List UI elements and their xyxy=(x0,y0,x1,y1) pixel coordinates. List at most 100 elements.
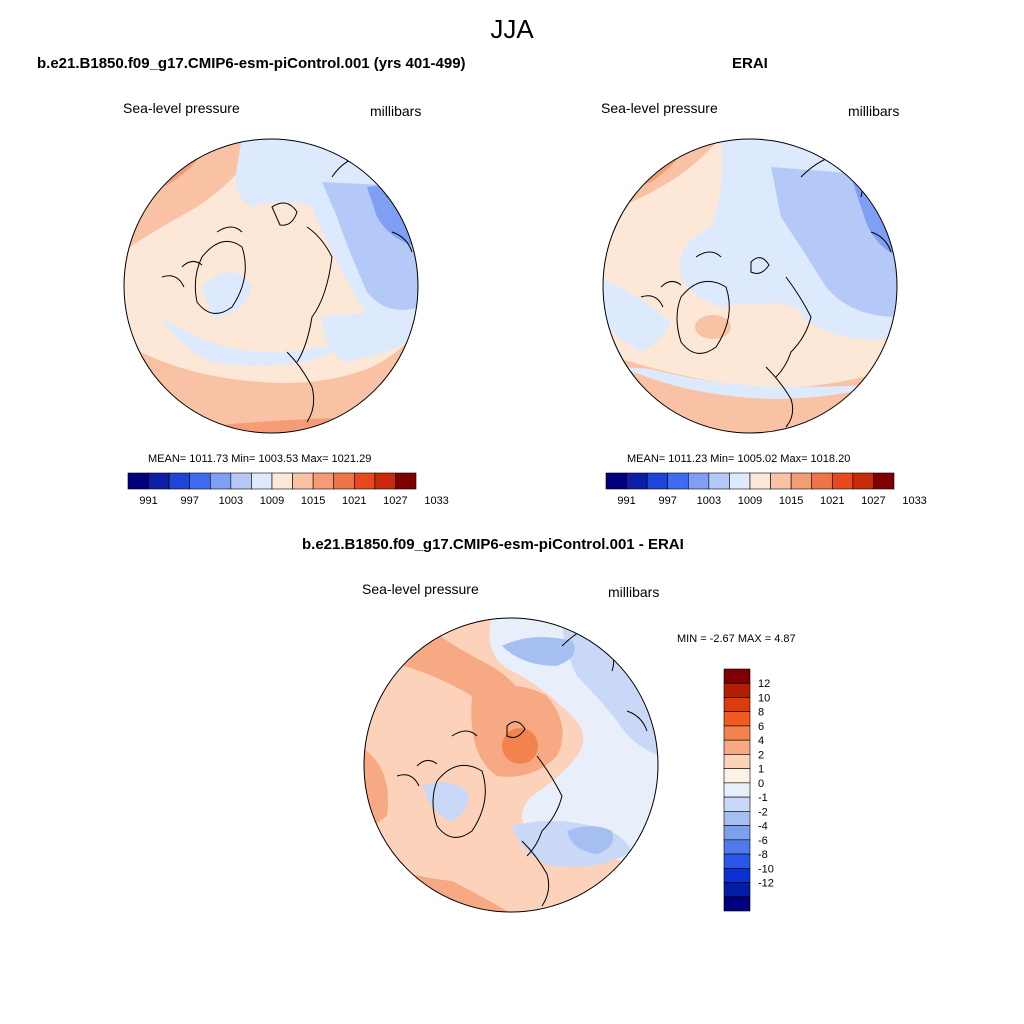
colorbar-swatch xyxy=(209,472,232,490)
colorbar-tick-label: -8 xyxy=(758,849,768,861)
colorbar-tick-label: -6 xyxy=(758,835,768,847)
colorbar-swatch xyxy=(353,472,376,490)
colorbar-tick-label: 1021 xyxy=(820,495,844,507)
colorbar-swatch xyxy=(723,811,751,826)
colorbar-tick-label: 12 xyxy=(758,678,770,690)
map-outline xyxy=(123,138,419,434)
colorbar-swatch xyxy=(626,472,648,490)
diff-polar-map xyxy=(363,617,659,913)
diff-units-label: millibars xyxy=(608,584,660,600)
colorbar-tick-label: 991 xyxy=(617,495,635,507)
model-panel-title: b.e21.B1850.f09_g17.CMIP6-esm-piControl.… xyxy=(37,55,466,72)
colorbar-swatch xyxy=(292,472,314,490)
contour-region xyxy=(202,272,252,317)
colorbar-tick-label: 8 xyxy=(758,707,764,719)
colorbar-swatch xyxy=(723,668,751,684)
colorbar-swatch xyxy=(395,472,417,490)
colorbar-tick-label: 1 xyxy=(758,764,764,776)
obs-units-label: millibars xyxy=(848,103,900,119)
contour-region xyxy=(162,317,372,366)
colorbar-tick-label: 4 xyxy=(758,735,764,747)
colorbar-tick-label: 6 xyxy=(758,721,764,733)
contour-region xyxy=(502,637,575,666)
colorbar-tick-label: 1027 xyxy=(383,495,407,507)
colorbar-swatch xyxy=(708,472,730,490)
colorbar-swatch xyxy=(312,472,335,490)
obs-left-label: Sea-level pressure xyxy=(601,100,718,116)
colorbar-swatch xyxy=(852,472,874,490)
colorbar-swatch xyxy=(723,796,751,812)
colorbar-swatch xyxy=(723,882,751,898)
colorbar-tick-label: 1027 xyxy=(861,495,885,507)
colorbar-swatch xyxy=(667,472,689,490)
colorbar-tick-label: 1021 xyxy=(342,495,366,507)
contour-region xyxy=(751,303,804,352)
colorbar-tick-label: 991 xyxy=(139,495,157,507)
colorbar-swatch xyxy=(230,472,252,490)
colorbar-tick-label: 1009 xyxy=(260,495,284,507)
colorbar-swatch xyxy=(723,825,751,841)
colorbar-tick-label: -4 xyxy=(758,821,768,833)
colorbar-swatch xyxy=(333,472,355,490)
contour-region xyxy=(695,315,731,339)
colorbar-swatch xyxy=(723,682,751,698)
colorbar-tick-label: 1003 xyxy=(697,495,721,507)
colorbar-swatch xyxy=(723,896,751,912)
colorbar-tick-label: 2 xyxy=(758,749,764,761)
figure-title: JJA xyxy=(490,14,534,44)
colorbar-swatch xyxy=(770,472,792,490)
colorbar-swatch xyxy=(189,472,211,490)
contour-region xyxy=(567,826,613,854)
colorbar-swatch xyxy=(723,782,751,798)
colorbar-swatch xyxy=(251,472,273,490)
colorbar-tick-label: 997 xyxy=(659,495,677,507)
colorbar-swatch xyxy=(723,739,751,755)
colorbar-tick-label: 0 xyxy=(758,778,764,790)
colorbar-swatch xyxy=(723,839,751,855)
colorbar-swatch xyxy=(168,472,191,490)
diff-left-label: Sea-level pressure xyxy=(362,581,479,597)
obs-polar-map xyxy=(602,138,898,434)
model-left-label: Sea-level pressure xyxy=(123,100,240,116)
obs-stats: MEAN= 1011.23 Min= 1005.02 Max= 1018.20 xyxy=(627,453,851,465)
colorbar-tick-label: 10 xyxy=(758,692,770,704)
colorbar-swatch xyxy=(723,697,751,713)
coastlines xyxy=(640,156,892,428)
colorbar-swatch xyxy=(723,725,751,741)
map-outline xyxy=(602,138,898,434)
colorbar-swatch xyxy=(148,472,170,490)
colorbar-tick-label: 1009 xyxy=(738,495,762,507)
colorbar-swatch xyxy=(811,472,833,490)
obs-colorbar: 991 997 1003 1009 1015 1021 1027 1033 xyxy=(605,472,927,507)
colorbar-swatch xyxy=(873,472,895,490)
diff-stats: MIN = -2.67 MAX = 4.87 xyxy=(677,633,796,645)
colorbar-tick-label: -1 xyxy=(758,792,768,804)
colorbar-swatch xyxy=(723,768,751,784)
colorbar-swatch xyxy=(729,472,751,490)
colorbar-swatch xyxy=(790,472,813,490)
colorbar-tick-label: 1015 xyxy=(779,495,803,507)
colorbar-tick-label: 1033 xyxy=(424,495,448,507)
colorbar-swatch xyxy=(127,472,149,490)
contour-region xyxy=(124,327,418,433)
colorbar-tick-label: -2 xyxy=(758,806,768,818)
colorbar-tick-label: -12 xyxy=(758,878,774,890)
colorbar-swatch xyxy=(723,754,751,769)
colorbar-swatch xyxy=(374,472,396,490)
colorbar-swatch xyxy=(271,472,293,490)
colorbar-swatch xyxy=(723,853,751,869)
colorbar-swatch xyxy=(723,867,751,883)
colorbar-tick-label: -10 xyxy=(758,863,774,875)
colorbar-swatch xyxy=(749,472,771,490)
map-outline xyxy=(363,617,659,913)
diff-panel-title: b.e21.B1850.f09_g17.CMIP6-esm-piControl.… xyxy=(302,536,684,553)
model-stats: MEAN= 1011.73 Min= 1003.53 Max= 1021.29 xyxy=(148,453,372,465)
contour-region xyxy=(621,367,881,399)
contour-region xyxy=(322,312,418,362)
contour-region xyxy=(603,277,671,352)
colorbar-swatch xyxy=(831,472,854,490)
model-polar-map xyxy=(123,138,419,434)
colorbar-swatch xyxy=(687,472,710,490)
obs-panel-title: ERAI xyxy=(732,55,768,72)
